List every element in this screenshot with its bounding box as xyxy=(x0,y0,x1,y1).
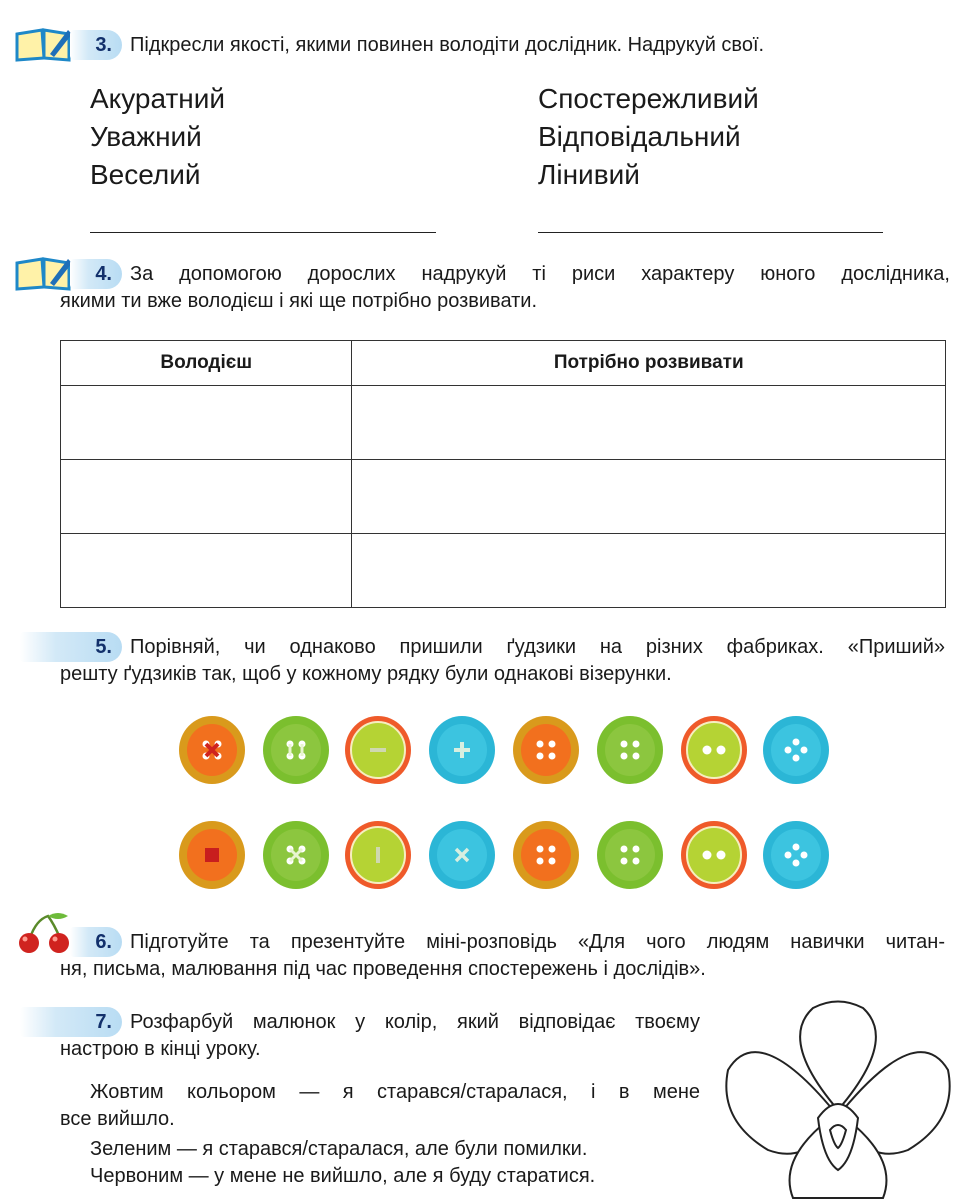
task5-instruction-2: решту ґудзиків так, щоб у кожному рядку … xyxy=(60,663,672,685)
word-option[interactable]: Лінивий xyxy=(538,159,640,190)
table-cell[interactable] xyxy=(351,385,946,460)
task4-instruction-2: якими ти вже володієш і які ще потрібно … xyxy=(60,290,538,312)
task4-instruction-1: За допомогою дорослих надрукуй ті риси х… xyxy=(130,263,950,285)
mood-green: Зеленим — я старався/старалася, але були… xyxy=(90,1138,588,1160)
word-option[interactable]: Спостережливий xyxy=(538,83,759,114)
sewing-button-lime-ring-two[interactable] xyxy=(678,819,750,891)
sewing-button-orange-four[interactable] xyxy=(510,714,582,786)
task4-number: 4. xyxy=(70,259,122,289)
sewing-button-orange-four[interactable] xyxy=(510,819,582,891)
write-line[interactable] xyxy=(90,232,436,233)
sewing-button-orange-square-red[interactable] xyxy=(176,819,248,891)
sewing-button-cyan-diagonal-thread[interactable] xyxy=(426,819,498,891)
task7-instruction-1: Розфарбуй малюнок у колір, який відповід… xyxy=(130,1011,700,1033)
word-option[interactable]: Відповідальний xyxy=(538,121,741,152)
task6-number: 6. xyxy=(70,927,122,957)
sewing-button-cyan-four-diamond[interactable] xyxy=(760,714,832,786)
sewing-button-cyan-four-diamond[interactable] xyxy=(760,819,832,891)
task5-number: 5. xyxy=(20,632,122,662)
table-cell[interactable] xyxy=(59,385,353,460)
task6-instruction-2: ня, письма, малювання під час проведення… xyxy=(60,958,706,980)
table-row xyxy=(59,459,946,534)
sewing-button-green-four[interactable] xyxy=(594,714,666,786)
task7-instruction-2: настрою в кінці уроку. xyxy=(60,1038,261,1060)
task6-instruction-1: Підготуйте та презентуйте міні-розповідь… xyxy=(130,931,945,953)
table-row xyxy=(59,385,946,460)
word-option[interactable]: Веселий xyxy=(90,159,201,190)
table-cell[interactable] xyxy=(59,533,353,608)
mood-red: Червоним — у мене не вийшло, але я буду … xyxy=(90,1165,596,1187)
task7-number: 7. xyxy=(20,1007,122,1037)
word-option[interactable]: Акуратний xyxy=(90,83,226,114)
sewing-button-lime-ring-horizontal-thread[interactable] xyxy=(342,714,414,786)
traits-table: Володієш Потрібно розвивати xyxy=(59,340,946,608)
sewing-button-cyan-cross-thread[interactable] xyxy=(426,714,498,786)
column-header-have: Володієш xyxy=(59,340,353,386)
task3-instruction: Підкресли якості, якими повинен володіти… xyxy=(130,34,765,56)
table-row xyxy=(59,533,946,608)
book-pencil-icon xyxy=(15,28,72,62)
sewing-button-green-two-vertical-threads[interactable] xyxy=(260,714,332,786)
sewing-button-green-x-thread[interactable] xyxy=(260,819,332,891)
task5-instruction-1: Порівняй, чи однаково пришили ґудзики на… xyxy=(130,636,945,658)
book-pencil-icon xyxy=(15,257,72,291)
word-option[interactable]: Уважний xyxy=(90,121,202,152)
mood-yellow: Жовтим кольором — я старався/старалася, … xyxy=(90,1081,700,1103)
orchid-drawing[interactable] xyxy=(718,1000,958,1200)
cherry-icon xyxy=(19,913,69,953)
sewing-button-green-four[interactable] xyxy=(594,819,666,891)
mood-yellow-cont: все вийшло. xyxy=(60,1108,175,1130)
table-cell[interactable] xyxy=(59,459,353,534)
write-line[interactable] xyxy=(538,232,883,233)
table-cell[interactable] xyxy=(351,459,946,534)
sewing-button-lime-ring-vertical-thread[interactable] xyxy=(342,819,414,891)
task3-number: 3. xyxy=(70,30,122,60)
sewing-button-orange-cross-red[interactable] xyxy=(176,714,248,786)
column-header-develop: Потрібно розвивати xyxy=(351,340,946,386)
sewing-button-lime-ring-two[interactable] xyxy=(678,714,750,786)
table-cell[interactable] xyxy=(351,533,946,608)
